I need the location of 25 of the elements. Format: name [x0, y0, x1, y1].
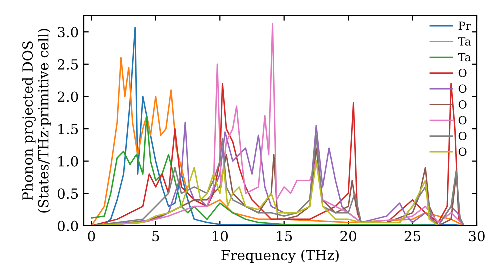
- y-tick-label: 2.5: [58, 59, 78, 70]
- legend-label: Ta: [458, 53, 472, 62]
- legend-label: O: [458, 68, 467, 78]
- legend-label: O: [458, 84, 467, 94]
- legend-label: O: [458, 148, 467, 156]
- y-axis-title: Phonon projected DOS (States/THz·primitive cell): [22, 29, 52, 213]
- legend-label: O: [458, 100, 467, 109]
- x-tick-label: 5: [152, 231, 160, 242]
- legend-label: O: [458, 132, 467, 140]
- y-tick-label: 1.0: [58, 156, 78, 167]
- y-tick-label: 0.0: [58, 220, 78, 232]
- y-tick-label: 3.0: [58, 27, 78, 38]
- x-tick-label: 15: [277, 231, 292, 242]
- x-tick-label: 20: [340, 231, 356, 242]
- y-tick-label: 2.0: [58, 92, 78, 102]
- y-tick-label: 0.5: [58, 188, 78, 200]
- x-tick-label: 0: [88, 231, 96, 242]
- x-axis-title: Frequency (THz): [222, 250, 339, 264]
- legend-label: O: [458, 116, 467, 125]
- legend-label: Ta: [458, 38, 472, 46]
- legend-label: Pr: [458, 22, 472, 30]
- x-tick-label: 30: [469, 231, 485, 242]
- x-tick-label: 10: [212, 231, 228, 242]
- x-tick-label: 25: [404, 231, 421, 242]
- y-tick-label: 1.5: [58, 124, 78, 135]
